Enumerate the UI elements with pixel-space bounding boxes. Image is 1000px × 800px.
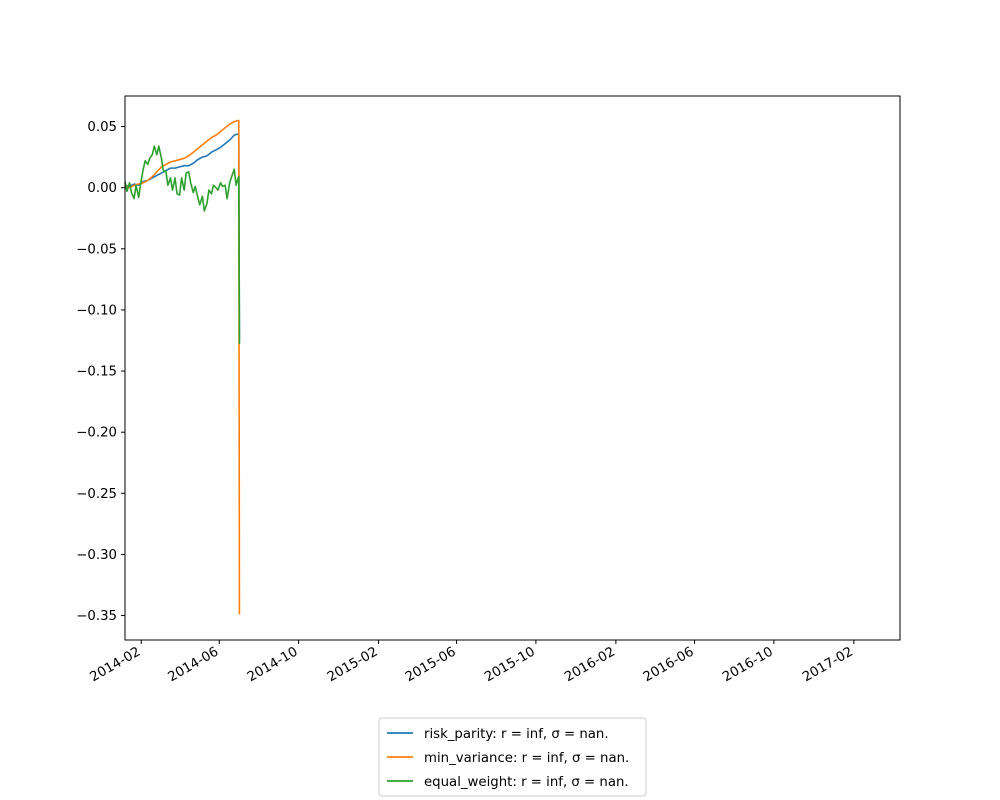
y-tick-label: −0.10	[76, 303, 117, 318]
y-tick-label: 0.05	[87, 120, 117, 135]
y-axis: 0.05 0.00 −0.05 −0.10 −0.15 −0.20 −0.25 −0.30 −0…	[76, 120, 125, 624]
axes-frame	[124, 95, 901, 641]
y-tick-label: −0.25	[76, 487, 117, 502]
legend-label: equal_weight: r = inf, σ = nan.	[424, 775, 629, 790]
legend: risk_parity: r = inf, σ = nan. min_varian…	[378, 717, 647, 797]
series-layer	[124, 119, 241, 615]
y-tick-label: −0.35	[76, 609, 117, 624]
y-tick-label: 0.00	[87, 181, 117, 196]
series-line-equal-weight	[124, 145, 241, 345]
y-tick-label: −0.30	[76, 548, 117, 563]
series-line-min-variance	[124, 119, 241, 615]
y-tick-label: −0.20	[76, 426, 117, 441]
legend-box	[378, 717, 647, 797]
y-tick-label: −0.15	[76, 365, 117, 380]
legend-label: min_variance: r = inf, σ = nan.	[424, 751, 629, 766]
legend-label: risk_parity: r = inf, σ = nan.	[424, 727, 609, 742]
y-tick-label: −0.05	[76, 242, 117, 257]
